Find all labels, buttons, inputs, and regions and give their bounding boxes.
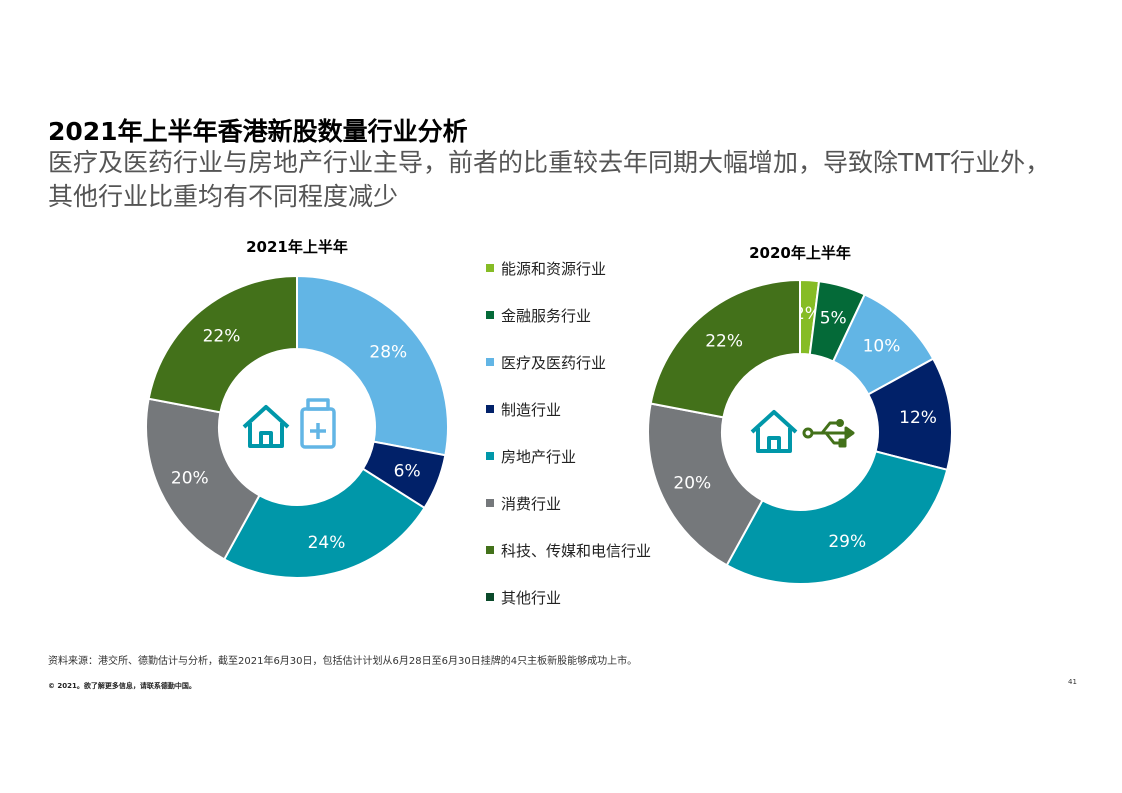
slice-label: 6% bbox=[394, 462, 421, 482]
legend-item-consumer: 消费行业 bbox=[486, 493, 561, 514]
house-icon bbox=[750, 410, 798, 453]
donut-slice bbox=[361, 440, 447, 510]
slice-label: 28% bbox=[369, 342, 407, 362]
slice-label: 22% bbox=[705, 331, 743, 351]
slice-label: 5% bbox=[820, 309, 847, 329]
slice-label: 20% bbox=[171, 468, 209, 488]
donut-slice bbox=[222, 467, 426, 579]
slice-label: 22% bbox=[203, 327, 241, 347]
legend-item-manufacturing: 制造行业 bbox=[486, 399, 561, 420]
donut-slice bbox=[647, 402, 764, 567]
legend-item-finance: 金融服务行业 bbox=[486, 305, 591, 326]
legend-label: 医疗及医药行业 bbox=[501, 354, 607, 372]
slice-label: 2% bbox=[794, 304, 821, 324]
legend-swatch bbox=[486, 498, 494, 507]
slice-label: 24% bbox=[308, 533, 346, 553]
house-icon bbox=[242, 405, 290, 448]
legend-item-real-estate: 房地产行业 bbox=[486, 446, 576, 467]
slice-label: 20% bbox=[673, 474, 711, 494]
legend-label: 金融服务行业 bbox=[501, 307, 592, 325]
legend-label: 其他行业 bbox=[501, 589, 562, 607]
chart-title-2021: 2021年上半年 bbox=[246, 238, 348, 256]
donut-slice bbox=[147, 274, 298, 414]
legend-label: 制造行业 bbox=[501, 401, 562, 419]
donut-slice bbox=[866, 357, 953, 472]
chart-title-2020: 2020年上半年 bbox=[749, 244, 851, 262]
legend-item-healthcare: 医疗及医药行业 bbox=[486, 352, 606, 373]
donut-slice bbox=[799, 278, 821, 356]
legend-swatch bbox=[486, 357, 494, 366]
legend-label: 消费行业 bbox=[501, 495, 562, 513]
legend-swatch bbox=[486, 310, 494, 319]
legend-swatch bbox=[486, 545, 494, 554]
slice-label: 12% bbox=[899, 408, 937, 428]
legend-label: 能源和资源行业 bbox=[501, 260, 607, 278]
slice-label: 10% bbox=[863, 336, 901, 356]
donut-slice bbox=[145, 397, 261, 561]
donut-slice bbox=[725, 450, 949, 585]
legend-swatch bbox=[486, 592, 494, 601]
legend-label: 科技、传媒和电信行业 bbox=[501, 542, 652, 560]
legend-swatch bbox=[486, 263, 494, 272]
donut-slice bbox=[808, 280, 867, 363]
donut-slice bbox=[831, 293, 935, 396]
source-note: 资料来源：港交所、德勤估计与分析，截至2021年6月30日，包括估计计划从6月2… bbox=[48, 656, 638, 667]
slice-label: 29% bbox=[828, 532, 866, 552]
legend-item-energy: 能源和资源行业 bbox=[486, 258, 606, 279]
usb-icon bbox=[802, 419, 855, 448]
page-subtitle: 医疗及医药行业与房地产行业主导，前者的比重较去年同期大幅增加，导致除TMT行业外… bbox=[48, 148, 1051, 211]
donut-chart-2021: 28% 6% 24% 20% 22% bbox=[145, 274, 449, 579]
page-title: 2021年上半年香港新股数量行业分析 bbox=[48, 117, 468, 146]
legend-swatch bbox=[486, 451, 494, 460]
legend-swatch bbox=[486, 404, 494, 413]
legend-label: 房地产行业 bbox=[501, 448, 577, 466]
donut-slice bbox=[296, 274, 449, 457]
donut-slice bbox=[649, 278, 801, 419]
page-number: 41 bbox=[1068, 678, 1077, 686]
copyright: © 2021。欲了解更多信息，请联系德勤中国。 bbox=[48, 682, 196, 690]
legend-item-other: 其他行业 bbox=[486, 587, 561, 608]
donut-chart-2020: 2%5% 10% 12% 29% 20% 22% bbox=[647, 278, 953, 585]
legend-item-tmt: 科技、传媒和电信行业 bbox=[486, 540, 651, 561]
medicine-bottle-icon bbox=[300, 398, 336, 449]
